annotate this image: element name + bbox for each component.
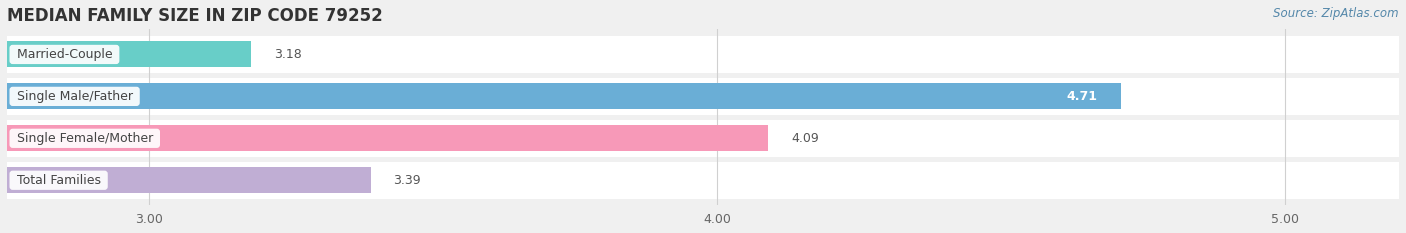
Bar bbox=[7, 120, 1399, 157]
Bar bbox=[7, 167, 371, 193]
Bar bbox=[7, 78, 1399, 115]
Bar bbox=[7, 41, 252, 67]
Text: 4.09: 4.09 bbox=[792, 132, 818, 145]
Text: 3.39: 3.39 bbox=[394, 174, 420, 187]
Text: Single Male/Father: Single Male/Father bbox=[13, 90, 136, 103]
Text: Source: ZipAtlas.com: Source: ZipAtlas.com bbox=[1274, 7, 1399, 20]
Bar bbox=[7, 36, 1399, 73]
Text: Total Families: Total Families bbox=[13, 174, 104, 187]
Text: 3.18: 3.18 bbox=[274, 48, 302, 61]
Bar bbox=[7, 125, 768, 151]
Bar bbox=[7, 83, 1121, 109]
Text: Married-Couple: Married-Couple bbox=[13, 48, 117, 61]
Text: MEDIAN FAMILY SIZE IN ZIP CODE 79252: MEDIAN FAMILY SIZE IN ZIP CODE 79252 bbox=[7, 7, 382, 25]
Text: Single Female/Mother: Single Female/Mother bbox=[13, 132, 157, 145]
Bar bbox=[7, 162, 1399, 199]
Text: 4.71: 4.71 bbox=[1067, 90, 1098, 103]
